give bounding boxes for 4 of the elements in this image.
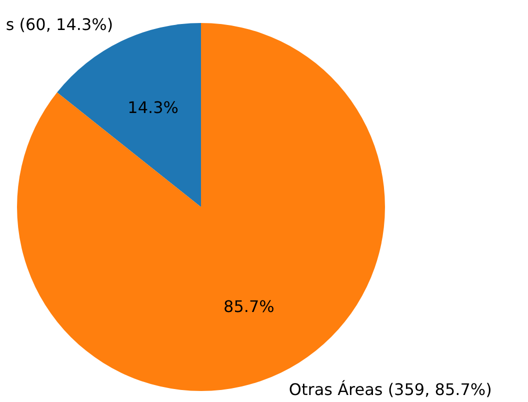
slice-label: Otras Áreas (359, 85.7%): [288, 380, 492, 399]
data-label: 85.7%: [224, 296, 274, 316]
slice-label: s (60, 14.3%): [6, 15, 114, 34]
data-label: 14.3%: [128, 98, 178, 118]
